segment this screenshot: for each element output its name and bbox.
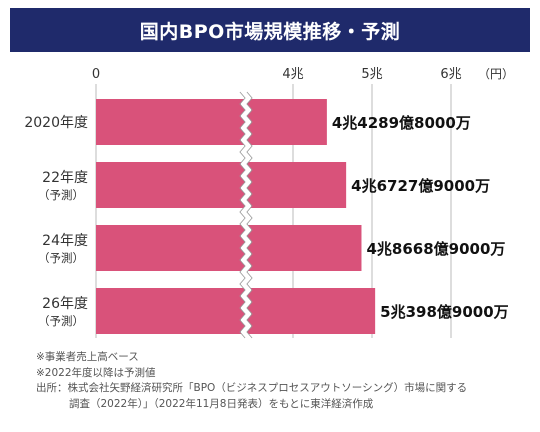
bar-chart: 0 4兆 5兆 6兆 （円） 2020年度 22年度 （予測） 24年度 （予測） 26年度 （予測… bbox=[24, 67, 514, 340]
value-label: 4兆8668億9000万 bbox=[366, 240, 505, 258]
category-sublabel: （予測） bbox=[38, 251, 84, 265]
axis-break-line-left bbox=[239, 91, 246, 339]
x-tick-label: 4兆 bbox=[282, 67, 303, 82]
value-label: 4兆4289億8000万 bbox=[332, 114, 471, 132]
bar bbox=[96, 162, 347, 208]
footnotes: ※事業者売上高ベース ※2022年度以降は予測値 出所：株式会社矢野経済研究所「… bbox=[36, 350, 536, 412]
note-source-continued: 調査（2022年）」（2022年11月8日発表）をもとに東洋経済作成 bbox=[69, 397, 374, 410]
note-source: 出所：株式会社矢野経済研究所「BPO（ビジネスプロセスアウトソーシング）市場に関… bbox=[36, 382, 468, 394]
x-tick-label: 0 bbox=[92, 67, 100, 82]
axis-break bbox=[239, 90, 253, 340]
note-forecast: ※2022年度以降は予測値 bbox=[36, 366, 156, 379]
note-basis: ※事業者売上高ベース bbox=[36, 351, 139, 363]
category-sublabel: （予測） bbox=[38, 188, 84, 202]
title-banner: 国内BPO市場規模推移・予測 bbox=[10, 8, 530, 52]
value-labels: 4兆4289億8000万 4兆6727億9000万 4兆8668億9000万 5兆39… bbox=[332, 114, 509, 321]
bar bbox=[96, 99, 327, 145]
category-labels: 2020年度 22年度 （予測） 24年度 （予測） 26年度 （予測） bbox=[24, 115, 88, 328]
unit-label: （円） bbox=[478, 67, 514, 81]
chart-title: 国内BPO市場規模推移・予測 bbox=[139, 20, 401, 43]
axis-break-line-right bbox=[246, 91, 253, 339]
category-sublabel: （予測） bbox=[38, 314, 84, 328]
x-tick-label: 5兆 bbox=[361, 67, 382, 82]
x-tick-label: 6兆 bbox=[440, 67, 461, 82]
x-axis-ticks: 0 4兆 5兆 6兆 （円） bbox=[92, 67, 514, 82]
value-label: 4兆6727億9000万 bbox=[351, 177, 490, 195]
category-label: 26年度 bbox=[42, 296, 88, 312]
bar bbox=[96, 225, 362, 271]
bars bbox=[96, 99, 376, 334]
category-label: 2020年度 bbox=[24, 115, 88, 131]
value-label: 5兆398億9000万 bbox=[380, 303, 509, 321]
category-label: 24年度 bbox=[42, 233, 88, 249]
bar bbox=[96, 288, 376, 334]
axis-break-band bbox=[240, 90, 252, 340]
category-label: 22年度 bbox=[42, 170, 88, 186]
